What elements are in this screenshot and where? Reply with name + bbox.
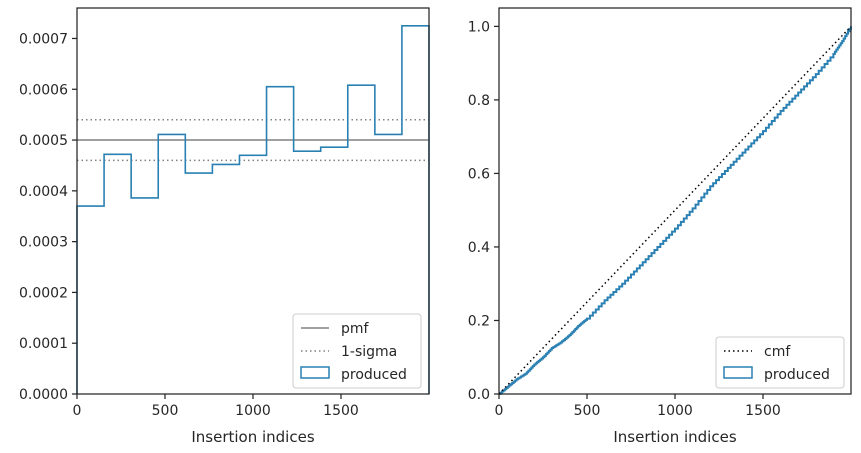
histogram-bin [131, 198, 158, 394]
y-tick-label: 0.0000 [19, 387, 68, 403]
cmf-axes-frame [498, 7, 852, 395]
cmf-x-axis-label: Insertion indices [613, 428, 736, 446]
pmf-legend-box [292, 313, 422, 389]
x-tick-label: 1000 [657, 403, 693, 419]
legend-cmf-label: cmf [764, 344, 791, 360]
y-tick-label: 0.0003 [19, 235, 68, 251]
histogram-bin [185, 173, 212, 394]
y-tick-label: 0.0001 [19, 336, 68, 352]
cmf-legend: cmf produced [715, 336, 845, 389]
legend-produced-swatch [300, 366, 330, 379]
produced-cmf-curve [499, 26, 852, 395]
legend-produced-swatch [723, 366, 753, 379]
y-tick-label: 0.0005 [19, 133, 68, 149]
x-tick-label: 500 [574, 403, 601, 419]
pmf-x-axis-label: Insertion indices [191, 428, 314, 446]
x-tick-label: 0 [73, 403, 82, 419]
cmf-plot-marks [498, 25, 852, 395]
histogram-bin [77, 206, 104, 394]
histogram-bin [212, 164, 239, 394]
legend-pmf-label: pmf [341, 321, 370, 337]
y-tick-label: 0.0007 [19, 31, 68, 47]
histogram-bin [158, 134, 185, 394]
cmf-legend-box [715, 336, 845, 389]
x-tick-label: 500 [152, 403, 179, 419]
y-tick-label: 0.0006 [19, 82, 68, 98]
legend-produced-label: produced [764, 367, 830, 383]
x-tick-label: 0 [495, 403, 504, 419]
pmf-histogram-panel: 0 500 1000 1500 0.0000 0.0001 0.0002 0.0003 0.00… [19, 7, 430, 446]
pmf-axes-frame [76, 7, 430, 395]
histogram-bin [239, 155, 266, 394]
x-tick-label: 1500 [323, 403, 359, 419]
pmf-legend: pmf 1-sigma produced [292, 313, 422, 389]
y-tick-label: 0.8 [468, 93, 490, 109]
produced-histogram [76, 24, 430, 394]
x-tick-label: 1000 [235, 403, 271, 419]
y-tick-label: 1.0 [468, 19, 490, 35]
y-tick-label: 0.0002 [19, 285, 68, 301]
histogram-bin [267, 87, 294, 394]
y-tick-label: 0.6 [468, 166, 490, 182]
y-tick-label: 0.2 [468, 313, 490, 329]
histogram-bin [104, 154, 131, 394]
x-tick-label: 1500 [745, 403, 781, 419]
legend-1-sigma-label: 1-sigma [341, 344, 397, 360]
legend-produced-label: produced [341, 367, 407, 383]
y-tick-label: 0.0 [468, 387, 490, 403]
pmf-plot-marks [76, 24, 430, 394]
y-tick-label: 0.0004 [19, 184, 68, 200]
cmf-panel: 0 500 1000 1500 0.0 0.2 0.4 0.6 0.8 1.0 Insertion… [468, 7, 852, 446]
cmf-axis-ticks: 0 500 1000 1500 0.0 0.2 0.4 0.6 0.8 1.0 [468, 19, 781, 419]
y-tick-label: 0.4 [468, 240, 490, 256]
cmf-line [498, 25, 852, 395]
pmf-axis-ticks: 0 500 1000 1500 0.0000 0.0001 0.0002 0.0003 0.00… [19, 31, 359, 419]
